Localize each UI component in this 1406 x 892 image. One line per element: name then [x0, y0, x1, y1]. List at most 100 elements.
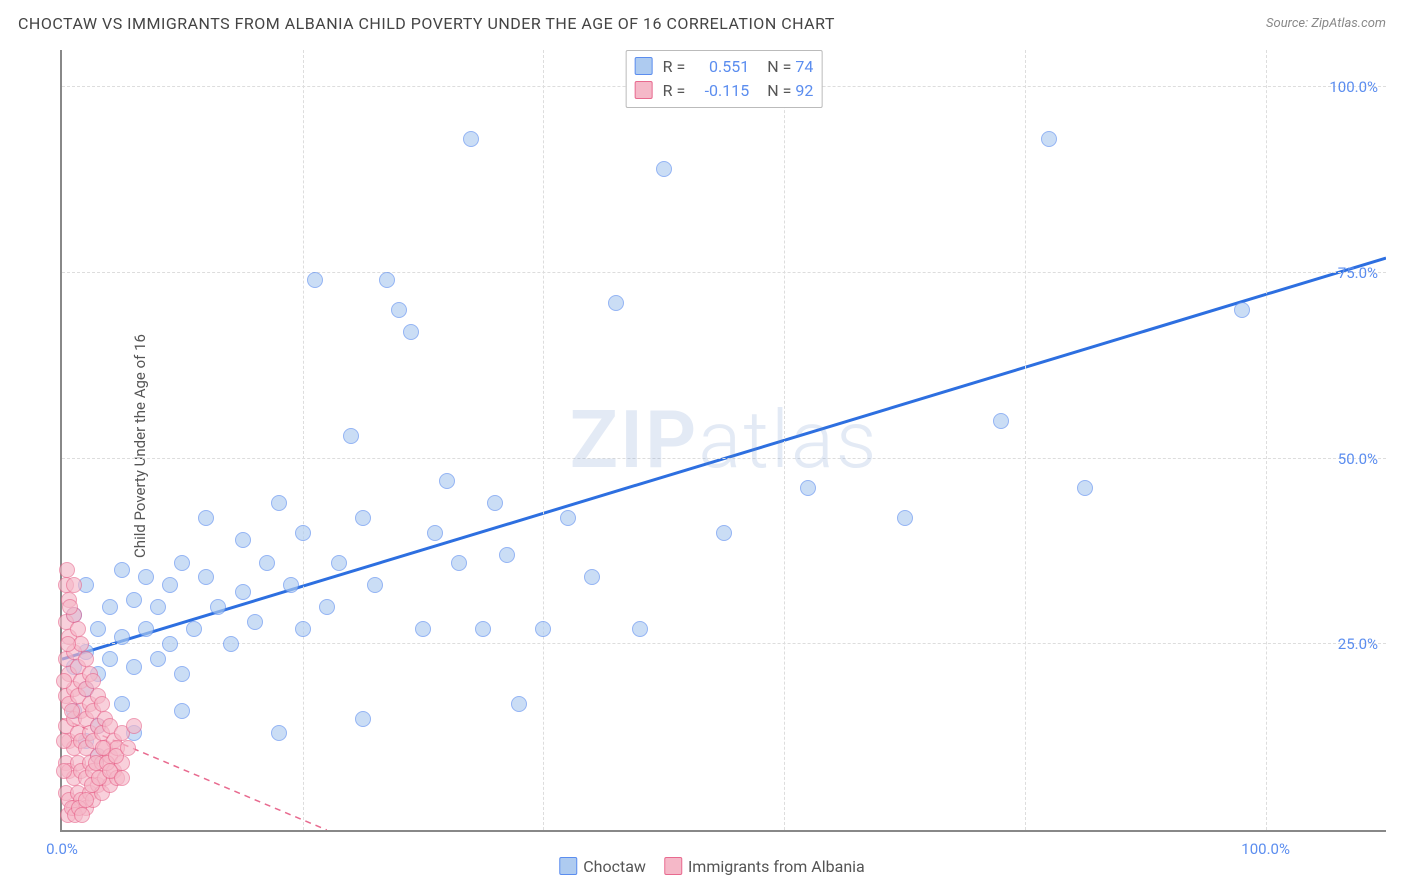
legend-swatch	[664, 857, 682, 875]
data-point	[427, 525, 443, 541]
n-value: 92	[795, 81, 813, 100]
data-point	[150, 599, 166, 615]
legend-series-label: Immigrants from Albania	[688, 857, 865, 876]
scatter-plot: ZIPatlas R = 0.551N = 74R = -0.115N = 92…	[60, 50, 1386, 832]
data-point	[235, 584, 251, 600]
data-point	[993, 413, 1009, 429]
data-point	[535, 621, 551, 637]
data-point	[439, 473, 455, 489]
data-point	[126, 659, 142, 675]
data-point	[90, 621, 106, 637]
data-point	[198, 510, 214, 526]
data-point	[897, 510, 913, 526]
data-point	[1041, 131, 1057, 147]
data-point	[114, 770, 130, 786]
chart-title: CHOCTAW VS IMMIGRANTS FROM ALBANIA CHILD…	[18, 14, 835, 33]
data-point	[487, 495, 503, 511]
data-point	[632, 621, 648, 637]
data-point	[64, 703, 80, 719]
data-point	[511, 696, 527, 712]
data-point	[56, 763, 72, 779]
y-tick-label: 100.0%	[1329, 78, 1378, 96]
data-point	[102, 651, 118, 667]
data-point	[283, 577, 299, 593]
data-point	[85, 673, 101, 689]
gridline-vertical	[1266, 50, 1267, 830]
n-value: 74	[795, 57, 813, 76]
data-point	[560, 510, 576, 526]
y-tick-label: 25.0%	[1338, 635, 1378, 653]
data-point	[295, 525, 311, 541]
data-point	[66, 577, 82, 593]
data-point	[499, 547, 515, 563]
data-point	[319, 599, 335, 615]
data-point	[331, 555, 347, 571]
y-tick-label: 75.0%	[1338, 264, 1378, 282]
trend-lines	[62, 50, 1386, 830]
data-point	[102, 599, 118, 615]
series-legend: Choctaw Immigrants from Albania	[541, 857, 864, 876]
gridline-vertical	[784, 50, 785, 830]
x-axis-end-label: 100.0%	[1241, 840, 1290, 858]
data-point	[259, 555, 275, 571]
data-point	[295, 621, 311, 637]
data-point	[56, 733, 72, 749]
data-point	[451, 555, 467, 571]
data-point	[210, 599, 226, 615]
data-point	[59, 562, 75, 578]
data-point	[343, 428, 359, 444]
correlation-legend: R = 0.551N = 74R = -0.115N = 92	[626, 50, 823, 108]
data-point	[62, 599, 78, 615]
legend-stat-row: R = -0.115N = 92	[635, 79, 814, 103]
data-point	[114, 696, 130, 712]
data-point	[271, 725, 287, 741]
data-point	[56, 673, 72, 689]
data-point	[355, 711, 371, 727]
data-point	[800, 480, 816, 496]
data-point	[475, 621, 491, 637]
r-label: R =	[663, 81, 686, 100]
legend-swatch	[635, 81, 653, 99]
data-point	[223, 636, 239, 652]
data-point	[415, 621, 431, 637]
data-point	[271, 495, 287, 511]
data-point	[463, 131, 479, 147]
data-point	[391, 302, 407, 318]
data-point	[138, 569, 154, 585]
legend-swatch	[635, 57, 653, 75]
data-point	[367, 577, 383, 593]
gridline-horizontal	[62, 272, 1386, 273]
data-point	[355, 510, 371, 526]
data-point	[174, 703, 190, 719]
data-point	[162, 577, 178, 593]
r-value: 0.551	[689, 55, 749, 79]
data-point	[78, 651, 94, 667]
y-tick-label: 50.0%	[1338, 450, 1378, 468]
data-point	[114, 629, 130, 645]
data-point	[307, 272, 323, 288]
data-point	[174, 666, 190, 682]
gridline-vertical	[1025, 50, 1026, 830]
data-point	[60, 636, 76, 652]
data-point	[379, 272, 395, 288]
data-point	[114, 562, 130, 578]
data-point	[70, 621, 86, 637]
data-point	[186, 621, 202, 637]
data-point	[174, 555, 190, 571]
x-axis-start-label: 0.0%	[46, 840, 78, 858]
data-point	[126, 592, 142, 608]
source-attribution: Source: ZipAtlas.com	[1266, 16, 1386, 31]
watermark: ZIPatlas	[570, 393, 879, 487]
data-point	[138, 621, 154, 637]
gridline-vertical	[543, 50, 544, 830]
data-point	[94, 696, 110, 712]
gridline-vertical	[303, 50, 304, 830]
data-point	[584, 569, 600, 585]
data-point	[656, 161, 672, 177]
r-label: R =	[663, 57, 686, 76]
data-point	[403, 324, 419, 340]
data-point	[608, 295, 624, 311]
gridline-horizontal	[62, 643, 1386, 644]
data-point	[162, 636, 178, 652]
legend-series-label: Choctaw	[583, 857, 646, 876]
